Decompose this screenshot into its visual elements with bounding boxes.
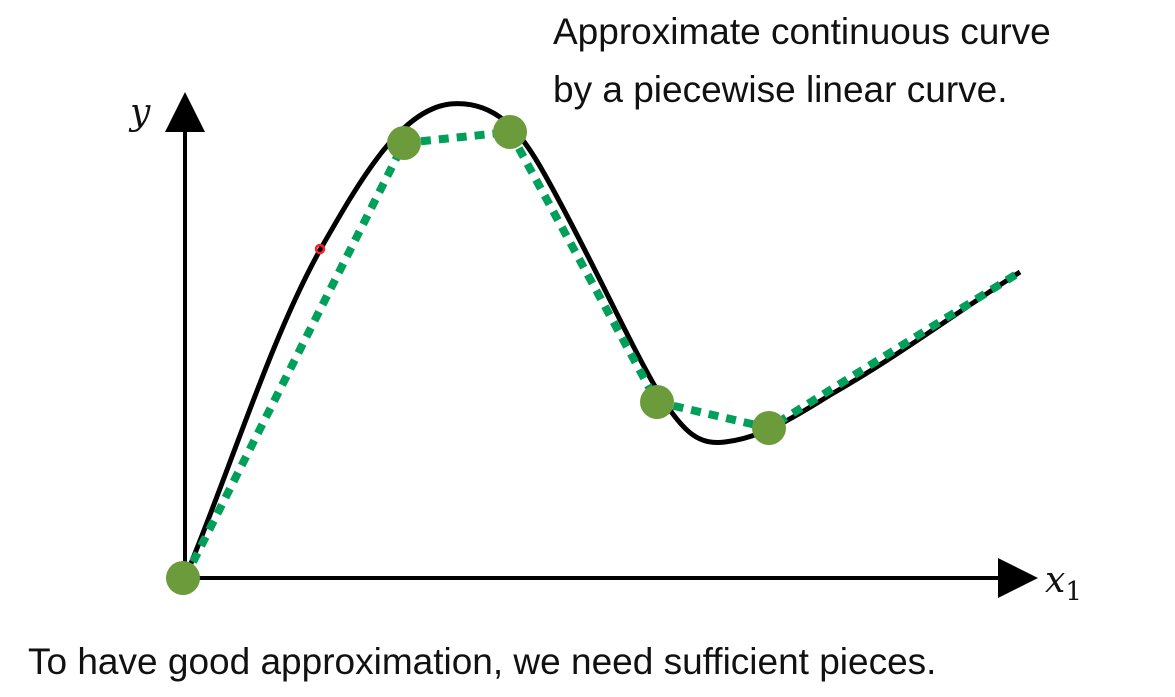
x-axis-label-main: x	[1045, 560, 1066, 601]
x-axis-subscript: 1	[1065, 577, 1082, 608]
breakpoint	[166, 561, 200, 595]
x-axis-label: x1	[1045, 560, 1082, 607]
caption: To have good approximation, we need suff…	[28, 641, 937, 682]
breakpoint	[752, 411, 786, 445]
breakpoints	[166, 115, 786, 595]
breakpoint	[640, 385, 674, 419]
continuous-curve	[182, 101, 1022, 579]
pointer-icon	[314, 243, 326, 255]
title-line-2: by a piecewise linear curve.	[553, 69, 1008, 110]
piecewise-linear-curve	[181, 127, 1023, 580]
y-axis-label: y	[130, 92, 151, 133]
breakpoint	[387, 126, 421, 160]
title-line-1: Approximate continuous curve	[553, 11, 1051, 52]
breakpoint	[493, 115, 527, 149]
